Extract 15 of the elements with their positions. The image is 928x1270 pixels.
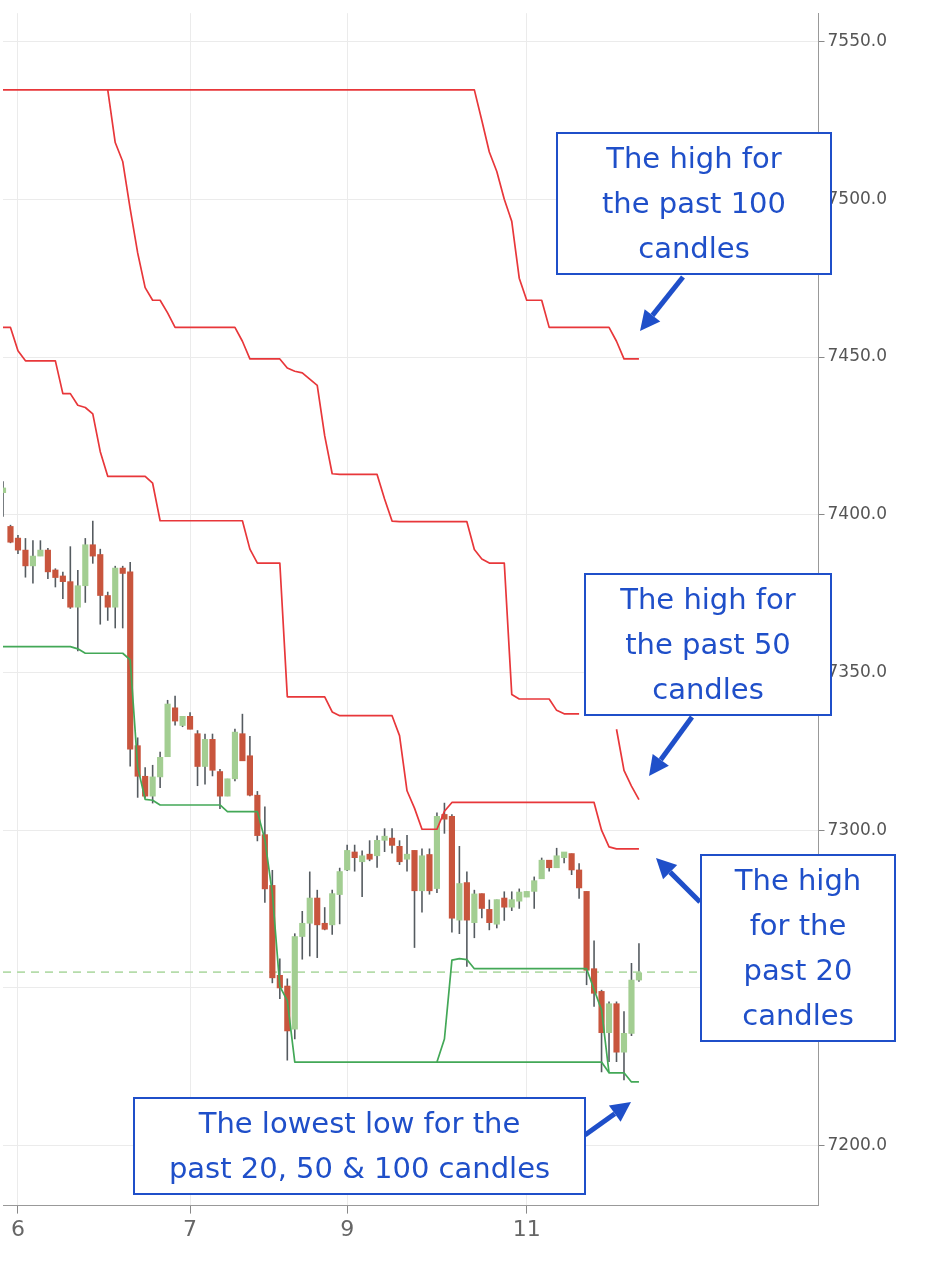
y-tick-label: 7350.0: [827, 660, 887, 681]
annotation: The lowest low for the past 20, 50 & 100 candles: [168, 1105, 551, 1187]
x-tick-label: 11: [512, 1215, 541, 1241]
y-tick-label: 7550.0: [827, 30, 887, 51]
y-tick-label: 7300.0: [827, 818, 887, 839]
x-tick-label: 9: [340, 1215, 355, 1241]
y-tick-label: 7500.0: [827, 187, 887, 208]
x-tick-label: 6: [10, 1215, 25, 1241]
x-tick-label: 7: [183, 1215, 198, 1241]
annotation: The high for the past 50 candles: [619, 581, 797, 708]
annotation: The high for the past 20 candles: [733, 862, 863, 1034]
y-tick-label: 7200.0: [827, 1134, 887, 1155]
y-tick-label: 7450.0: [827, 345, 887, 366]
annotation: The high for the past 100 candles: [600, 140, 787, 267]
y-tick-label: 7400.0: [827, 503, 887, 524]
